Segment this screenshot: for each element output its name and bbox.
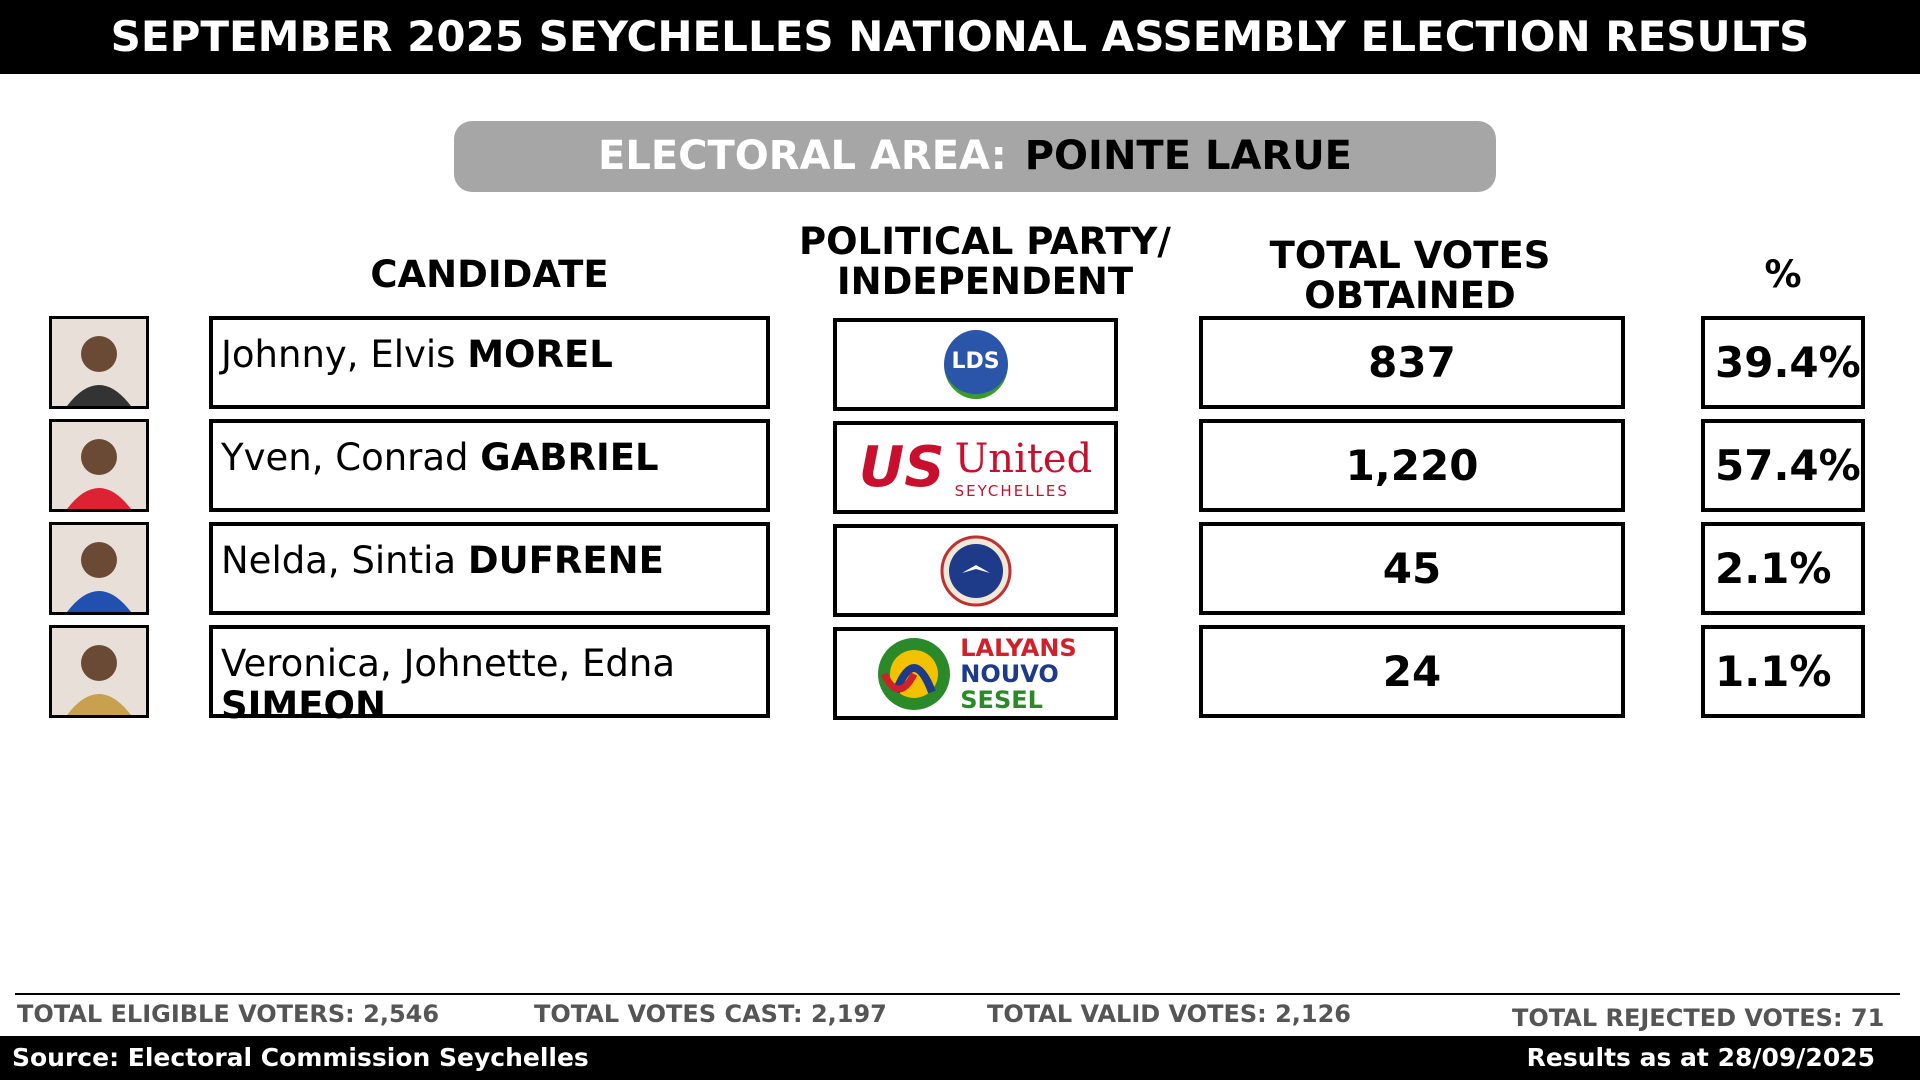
party-emblem <box>940 535 1011 606</box>
logo-text: SESEL <box>960 685 1043 714</box>
as-at: Results as at 28/09/2025 <box>1526 1043 1875 1072</box>
percent: 1.1% <box>1701 625 1865 718</box>
column-header: POLITICAL PARTY/ INDEPENDENT <box>799 220 1171 303</box>
surname: MOREL <box>467 333 613 376</box>
candidate-name: Nelda, Sintia DUFRENE <box>209 522 770 615</box>
surname: GABRIEL <box>480 436 659 479</box>
avatar <box>52 319 146 406</box>
footer-rule <box>15 993 1900 995</box>
party-logo: US United SEYCHELLES <box>833 421 1118 514</box>
avatar <box>52 628 146 715</box>
given-names: Nelda, Sintia <box>221 539 457 582</box>
photo <box>49 316 149 409</box>
footer-bar: Source: Electoral Commission Seychelles … <box>0 1036 1920 1080</box>
given-names: Yven, Conrad <box>221 436 469 479</box>
area-name: POINTE LARUE <box>1024 133 1352 179</box>
avatar <box>52 525 146 612</box>
candidate-name: Johnny, Elvis MOREL <box>209 316 770 409</box>
column-header: % <box>1764 253 1802 296</box>
surname: SIMEON <box>221 684 386 727</box>
given-names: Johnny, Elvis <box>221 333 456 376</box>
surname: DUFRENE <box>467 539 664 582</box>
stat: TOTAL VALID VOTES: 2,126 <box>987 1000 1351 1028</box>
logo-words: LALYANS NOUVO SESEL <box>960 635 1076 713</box>
avatar <box>52 422 146 509</box>
votes: 837 <box>1199 316 1625 409</box>
source: Source: Electoral Commission Seychelles <box>12 1043 589 1072</box>
photo <box>49 419 149 512</box>
photo <box>49 625 149 718</box>
area-label: ELECTORAL AREA: <box>598 133 1007 179</box>
votes: 1,220 <box>1199 419 1625 512</box>
electoral-area: ELECTORAL AREA: POINTE LARUE <box>454 121 1496 192</box>
logo-text: SEYCHELLES <box>954 481 1069 500</box>
stat: TOTAL REJECTED VOTES: 71 <box>1512 1004 1885 1032</box>
party-logo: LDS <box>833 318 1118 411</box>
percent: 57.4% <box>1701 419 1865 512</box>
logo-text: NOUVO <box>960 659 1059 688</box>
party-logo <box>833 524 1118 617</box>
logo-text: US <box>858 435 945 500</box>
candidate-name: Yven, Conrad GABRIEL <box>209 419 770 512</box>
given-names: Veronica, Johnette, Edna <box>221 642 676 685</box>
votes: 24 <box>1199 625 1625 718</box>
party-logo: LALYANS NOUVO SESEL <box>833 627 1118 720</box>
votes: 45 <box>1199 522 1625 615</box>
percent: 2.1% <box>1701 522 1865 615</box>
header-title: SEPTEMBER 2025 SEYCHELLES NATIONAL ASSEM… <box>0 0 1920 74</box>
candidate-name: Veronica, Johnette, Edna SIMEON <box>209 625 770 727</box>
logo-words: United SEYCHELLES <box>955 436 1093 500</box>
column-header: CANDIDATE <box>370 253 609 296</box>
logo-text: United <box>954 435 1093 482</box>
logo-text: LALYANS <box>960 633 1077 662</box>
stat: TOTAL VOTES CAST: 2,197 <box>534 1000 887 1028</box>
stat: TOTAL ELIGIBLE VOTERS: 2,546 <box>17 1000 440 1028</box>
column-header: TOTAL VOTES OBTAINED <box>1269 234 1551 317</box>
logo-text: LDS <box>943 330 1008 399</box>
photo <box>49 522 149 615</box>
percent: 39.4% <box>1701 316 1865 409</box>
logo-mark <box>878 637 951 710</box>
